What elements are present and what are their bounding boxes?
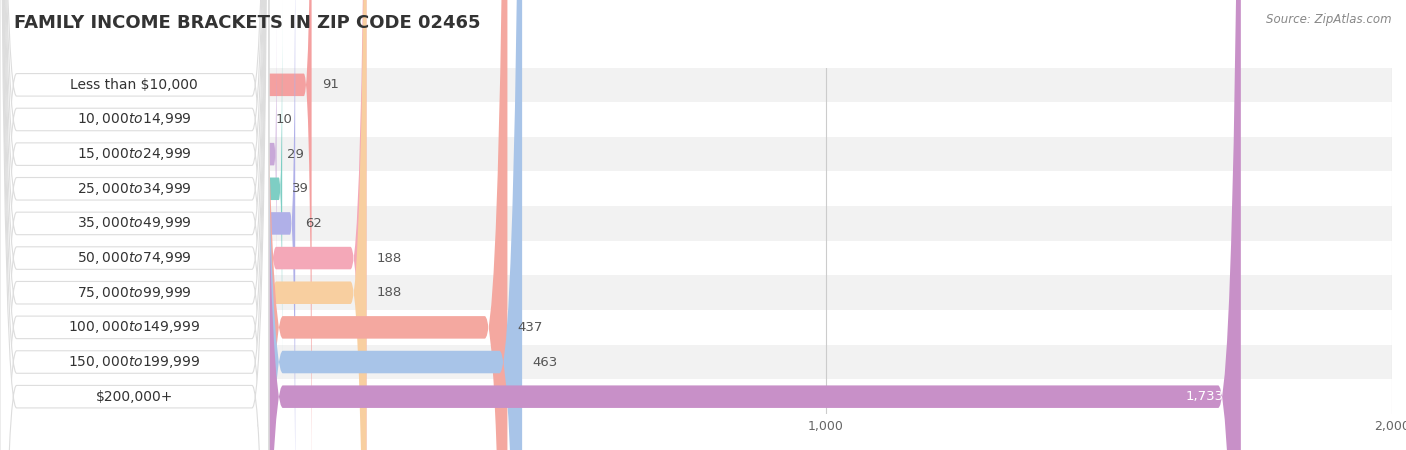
Bar — [260, 241, 1392, 275]
Text: 188: 188 — [377, 286, 402, 299]
Text: 463: 463 — [533, 356, 558, 369]
Bar — [260, 137, 1392, 171]
Text: $100,000 to $149,999: $100,000 to $149,999 — [67, 320, 201, 335]
Text: 39: 39 — [292, 182, 309, 195]
Text: $25,000 to $34,999: $25,000 to $34,999 — [77, 181, 191, 197]
FancyBboxPatch shape — [260, 0, 283, 380]
FancyBboxPatch shape — [260, 79, 266, 160]
Bar — [260, 68, 1392, 102]
Text: 437: 437 — [517, 321, 543, 334]
FancyBboxPatch shape — [0, 0, 269, 450]
FancyBboxPatch shape — [260, 0, 508, 450]
Text: 1,733: 1,733 — [1185, 390, 1223, 403]
Text: $200,000+: $200,000+ — [96, 390, 173, 404]
Bar — [260, 102, 1392, 137]
Text: 10: 10 — [276, 113, 292, 126]
FancyBboxPatch shape — [260, 0, 522, 450]
Bar — [260, 310, 1392, 345]
FancyBboxPatch shape — [260, 15, 277, 293]
FancyBboxPatch shape — [0, 0, 269, 450]
Text: Source: ZipAtlas.com: Source: ZipAtlas.com — [1267, 14, 1392, 27]
Text: 91: 91 — [322, 78, 339, 91]
FancyBboxPatch shape — [0, 0, 269, 450]
Text: 29: 29 — [287, 148, 304, 161]
Text: $35,000 to $49,999: $35,000 to $49,999 — [77, 216, 191, 231]
Bar — [260, 379, 1392, 414]
Text: 62: 62 — [305, 217, 322, 230]
Bar — [260, 171, 1392, 206]
FancyBboxPatch shape — [260, 0, 1241, 450]
FancyBboxPatch shape — [0, 0, 269, 450]
FancyBboxPatch shape — [0, 0, 269, 450]
Text: Less than $10,000: Less than $10,000 — [70, 78, 198, 92]
Bar — [260, 206, 1392, 241]
FancyBboxPatch shape — [260, 0, 312, 450]
FancyBboxPatch shape — [260, 0, 367, 450]
FancyBboxPatch shape — [0, 0, 269, 450]
FancyBboxPatch shape — [0, 0, 269, 450]
FancyBboxPatch shape — [260, 0, 295, 450]
Text: $10,000 to $14,999: $10,000 to $14,999 — [77, 112, 191, 127]
Text: 188: 188 — [377, 252, 402, 265]
FancyBboxPatch shape — [0, 0, 269, 450]
Text: $75,000 to $99,999: $75,000 to $99,999 — [77, 285, 191, 301]
Text: $15,000 to $24,999: $15,000 to $24,999 — [77, 146, 191, 162]
FancyBboxPatch shape — [260, 0, 367, 450]
FancyBboxPatch shape — [0, 0, 269, 450]
Text: $150,000 to $199,999: $150,000 to $199,999 — [67, 354, 201, 370]
Text: $50,000 to $74,999: $50,000 to $74,999 — [77, 250, 191, 266]
Bar — [260, 345, 1392, 379]
Bar — [260, 275, 1392, 310]
FancyBboxPatch shape — [0, 0, 269, 450]
Text: FAMILY INCOME BRACKETS IN ZIP CODE 02465: FAMILY INCOME BRACKETS IN ZIP CODE 02465 — [14, 14, 481, 32]
